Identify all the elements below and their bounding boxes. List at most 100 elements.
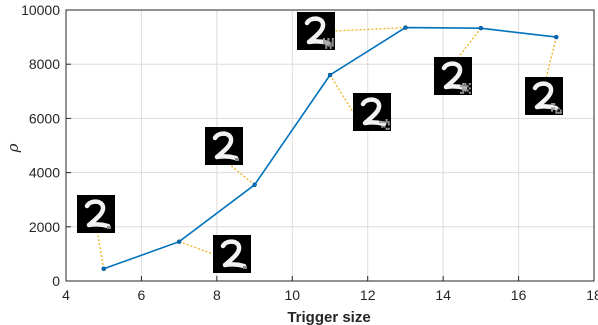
trigger-pixel: [381, 121, 384, 124]
trigger-pixel: [325, 40, 328, 43]
annotation-leaders: [96, 26, 557, 269]
x-tick-label: 12: [360, 287, 376, 303]
trigger-pixel: [464, 85, 467, 88]
trigger-pixel: [235, 158, 239, 161]
digit-2-stroke: [84, 199, 111, 229]
trigger-pixel: [383, 125, 386, 128]
data-point: [403, 25, 408, 30]
trigger-pixel: [107, 226, 111, 229]
trigger-pixel: [553, 103, 556, 105]
trigger-pixel: [323, 40, 325, 43]
annotation-leader-line: [545, 36, 557, 78]
data-series: [101, 25, 559, 272]
data-point: [252, 182, 257, 188]
trigger-pixel: [331, 40, 334, 43]
digit-thumbnail: [205, 127, 243, 165]
trigger-pixel: [385, 119, 388, 121]
trigger-pixel: [468, 83, 471, 85]
digit-2-stroke: [360, 97, 387, 127]
x-tick-label: 8: [213, 287, 221, 303]
axis-ticks: 4 6 8 10 12 14 16 18 0 2000 4000 6000 8000 10000: [21, 2, 598, 303]
trigger-pixel: [387, 123, 390, 126]
trigger-pixel: [327, 42, 330, 45]
trigger-pixel: [331, 42, 334, 45]
trigger-pixel: [329, 42, 332, 45]
trigger-pixel: [462, 83, 465, 85]
trigger-pixel: [385, 121, 388, 124]
trigger-pixel: [551, 107, 553, 110]
data-point: [176, 239, 182, 244]
trigger-pixel: [553, 107, 556, 110]
trigger-pixel: [327, 40, 330, 43]
trigger-pixel: [329, 44, 332, 47]
trigger-pixel: [387, 127, 390, 130]
data-point: [554, 34, 559, 40]
y-axis-label: ρ: [4, 143, 22, 153]
digit-2-stroke: [532, 81, 559, 111]
digit-2-stroke: [304, 16, 331, 46]
y-tick-label: 8000: [29, 56, 60, 72]
trigger-pixel: [460, 91, 462, 94]
trigger-pixel: [329, 46, 332, 49]
trigger-pixel: [462, 87, 465, 90]
trigger-pixel: [464, 87, 467, 90]
trigger-pixel: [462, 85, 465, 88]
trigger-pixel: [466, 85, 469, 88]
trigger-pixel: [243, 266, 247, 269]
trigger-pixel: [327, 44, 330, 47]
trigger-pixel: [379, 121, 381, 124]
trigger-pixel: [325, 44, 328, 47]
digit-thumbnail: [434, 57, 472, 95]
data-point: [478, 25, 484, 31]
trigger-pixel: [323, 42, 325, 45]
digit-thumbnail: [213, 235, 251, 273]
trigger-pixel: [555, 109, 558, 112]
digit-thumbnail: [297, 12, 335, 50]
digit-2-stroke: [212, 131, 239, 161]
y-tick-label: 10000: [21, 2, 60, 18]
x-tick-label: 10: [284, 287, 300, 303]
annotation-leader-line: [329, 74, 354, 113]
trigger-pixel: [323, 38, 325, 40]
trigger-pixel: [385, 127, 388, 130]
trigger-pixel: [381, 125, 384, 128]
digit-thumbnail: [525, 77, 563, 115]
trigger-pixel: [331, 38, 334, 40]
y-tick-label: 2000: [29, 219, 60, 235]
trigger-pixel: [557, 107, 560, 110]
trigger-pixel: [464, 83, 467, 85]
trigger-pixel: [557, 111, 560, 114]
digit-thumbnail: [77, 195, 115, 233]
trigger-pixel: [331, 44, 334, 47]
annotation-leader-line: [229, 164, 255, 186]
trigger-pixel: [460, 85, 462, 88]
y-tick-label: 0: [52, 273, 60, 289]
data-point: [327, 72, 333, 78]
trigger-pixel: [327, 38, 330, 40]
x-tick-label: 14: [435, 287, 451, 303]
plot-frame: [65, 9, 595, 282]
trigger-pixel: [559, 109, 562, 112]
x-tick-label: 4: [62, 287, 70, 303]
y-tick-label: 4000: [29, 165, 60, 181]
y-tick-label: 6000: [29, 110, 60, 126]
trigger-pixel: [462, 91, 465, 94]
x-tick-label: 18: [586, 287, 598, 303]
trigger-pixel: [559, 111, 562, 114]
trigger-pixel: [464, 89, 467, 92]
data-point: [101, 266, 106, 272]
trigger-pixel: [555, 111, 558, 114]
trigger-pixel: [468, 87, 471, 90]
x-tick-label: 16: [511, 287, 527, 303]
digit-2-stroke: [220, 239, 247, 269]
x-tick-label: 6: [138, 287, 146, 303]
digit-thumbnail: [353, 93, 391, 131]
trigger-pixel: [551, 103, 553, 105]
trigger-pixel: [383, 121, 386, 124]
trigger-pixel: [466, 89, 469, 92]
trigger-pixel: [325, 42, 328, 45]
trigger-pixel: [325, 46, 328, 49]
x-axis-label: Trigger size: [287, 309, 370, 325]
